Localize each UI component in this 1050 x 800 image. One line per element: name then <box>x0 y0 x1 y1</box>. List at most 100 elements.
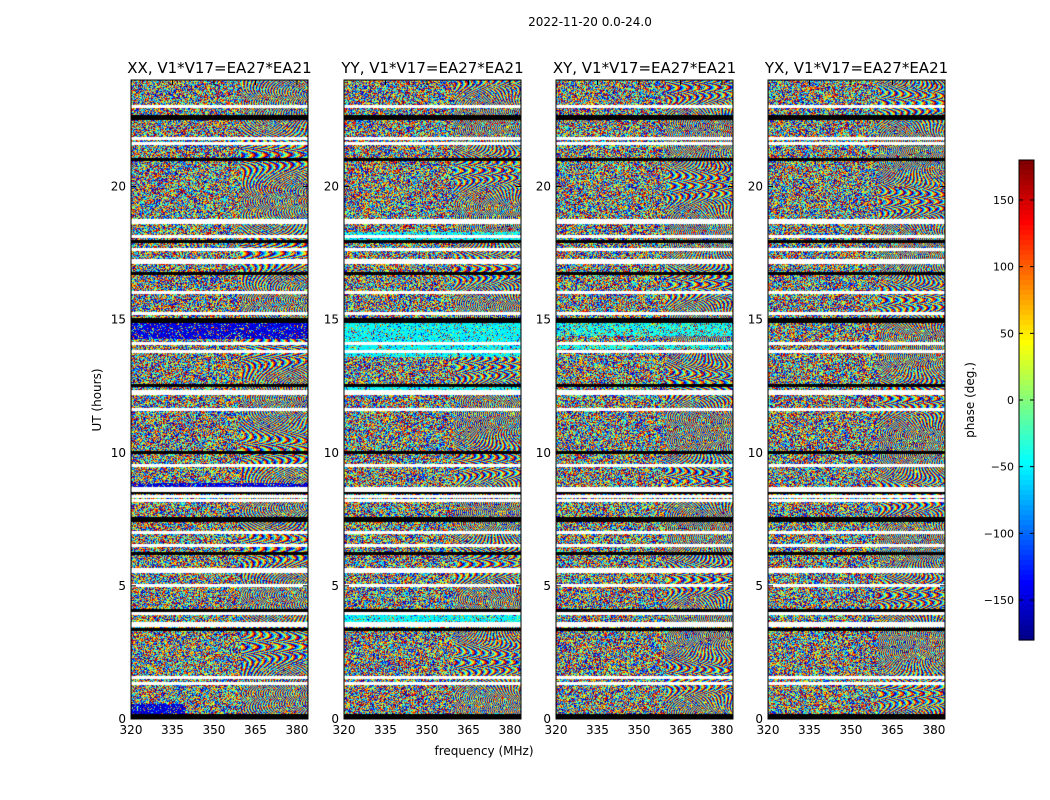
colorbar-segment <box>1019 520 1034 526</box>
x-tick-label: 365 <box>669 723 692 737</box>
colorbar-segment <box>1019 505 1034 511</box>
colorbar: 150 100 50 0 −50 −100 −150 <box>984 159 1035 641</box>
colorbar-tick-label: 150 <box>993 194 1014 207</box>
colorbar-segment <box>1019 395 1034 401</box>
x-tick-label: 350 <box>416 723 439 737</box>
colorbar-segment <box>1019 605 1034 611</box>
y-tick-label: 20 <box>324 180 339 194</box>
colorbar-segment <box>1019 415 1034 421</box>
y-tick-label: 0 <box>543 712 551 726</box>
colorbar-segment <box>1019 410 1034 416</box>
colorbar-segment <box>1019 320 1034 326</box>
x-tick-label: 350 <box>840 723 863 737</box>
colorbar-segment <box>1019 170 1034 176</box>
panel-4: YX, V1*V17=EA27*EA21 320 335 350 365 380 0 5 10 1… <box>748 59 948 737</box>
colorbar-segment <box>1019 585 1034 591</box>
y-tick-label: 20 <box>748 180 763 194</box>
phase-image <box>768 80 945 719</box>
colorbar-segment <box>1019 555 1034 561</box>
colorbar-segment <box>1019 545 1034 551</box>
x-tick-label: 335 <box>586 723 609 737</box>
colorbar-segment <box>1019 540 1034 546</box>
colorbar-segment <box>1019 190 1034 196</box>
colorbar-segment <box>1019 435 1034 441</box>
colorbar-segment <box>1019 425 1034 431</box>
colorbar-segment <box>1019 475 1034 481</box>
colorbar-segment <box>1019 275 1034 281</box>
y-tick-label: 0 <box>118 712 126 726</box>
colorbar-segment <box>1019 380 1034 386</box>
colorbar-segment <box>1019 495 1034 501</box>
y-tick-label: 0 <box>755 712 763 726</box>
colorbar-tick-label: −100 <box>984 527 1014 540</box>
colorbar-segment <box>1019 255 1034 261</box>
panel-title: YY, V1*V17=EA27*EA21 <box>340 59 523 77</box>
panel-frame <box>555 79 734 720</box>
x-tick-label: 365 <box>457 723 480 737</box>
colorbar-segment <box>1019 175 1034 181</box>
colorbar-segment <box>1019 200 1034 206</box>
y-tick-label: 5 <box>331 579 339 593</box>
panel-frame <box>130 79 309 720</box>
panel-title: XX, V1*V17=EA27*EA21 <box>127 59 311 77</box>
y-tick-label: 0 <box>331 712 339 726</box>
colorbar-segment <box>1019 515 1034 521</box>
colorbar-segment <box>1019 400 1034 406</box>
colorbar-segment <box>1019 385 1034 391</box>
colorbar-segment <box>1019 325 1034 331</box>
y-tick-label: 15 <box>536 313 551 327</box>
colorbar-segment <box>1019 465 1034 471</box>
x-tick-label: 335 <box>161 723 184 737</box>
panels-layer: XX, V1*V17=EA27*EA21 320 335 350 365 380 0 5 10 1… <box>111 59 948 737</box>
colorbar-segment <box>1019 390 1034 396</box>
panel-1: XX, V1*V17=EA27*EA21 320 335 350 365 380 0 5 10 1… <box>111 59 312 737</box>
colorbar-segment <box>1019 405 1034 411</box>
colorbar-segment <box>1019 575 1034 581</box>
x-tick-label: 380 <box>498 723 521 737</box>
colorbar-segment <box>1019 350 1034 356</box>
x-tick-label: 335 <box>798 723 821 737</box>
colorbar-segment <box>1019 315 1034 321</box>
colorbar-segment <box>1019 165 1034 171</box>
colorbar-segment <box>1019 375 1034 381</box>
phase-image <box>344 80 521 719</box>
colorbar-segment <box>1019 450 1034 456</box>
colorbar-segment <box>1019 210 1034 216</box>
colorbar-segment <box>1019 480 1034 486</box>
colorbar-segment <box>1019 180 1034 186</box>
colorbar-segment <box>1019 565 1034 571</box>
colorbar-segment <box>1019 580 1034 586</box>
colorbar-segment <box>1019 160 1034 166</box>
x-tick-label: 350 <box>203 723 226 737</box>
colorbar-segment <box>1019 295 1034 301</box>
colorbar-segment <box>1019 355 1034 361</box>
panel-frame <box>343 79 522 720</box>
x-tick-label: 365 <box>244 723 267 737</box>
colorbar-segment <box>1019 490 1034 496</box>
colorbar-segment <box>1019 305 1034 311</box>
y-tick-label: 5 <box>543 579 551 593</box>
panel-3: XY, V1*V17=EA27*EA21 320 335 350 365 380 0 5 10 1… <box>536 59 736 737</box>
colorbar-segment <box>1019 530 1034 536</box>
x-tick-label: 320 <box>333 723 356 737</box>
y-tick-label: 10 <box>748 446 763 460</box>
colorbar-tick-label: −150 <box>984 594 1014 607</box>
y-tick-label: 5 <box>118 579 126 593</box>
x-axis-label: frequency (MHz) <box>434 744 533 758</box>
colorbar-segment <box>1019 500 1034 506</box>
colorbar-segment <box>1019 310 1034 316</box>
y-tick-label: 20 <box>111 180 126 194</box>
colorbar-segment <box>1019 335 1034 341</box>
x-tick-label: 380 <box>285 723 308 737</box>
panel-title: XY, V1*V17=EA27*EA21 <box>553 59 736 77</box>
colorbar-segment <box>1019 510 1034 516</box>
x-tick-label: 350 <box>628 723 651 737</box>
colorbar-segment <box>1019 345 1034 351</box>
colorbar-tick-label: −50 <box>991 461 1014 474</box>
colorbar-segment <box>1019 225 1034 231</box>
colorbar-tick-label: 0 <box>1007 394 1014 407</box>
colorbar-segment <box>1019 270 1034 276</box>
colorbar-segment <box>1019 625 1034 631</box>
